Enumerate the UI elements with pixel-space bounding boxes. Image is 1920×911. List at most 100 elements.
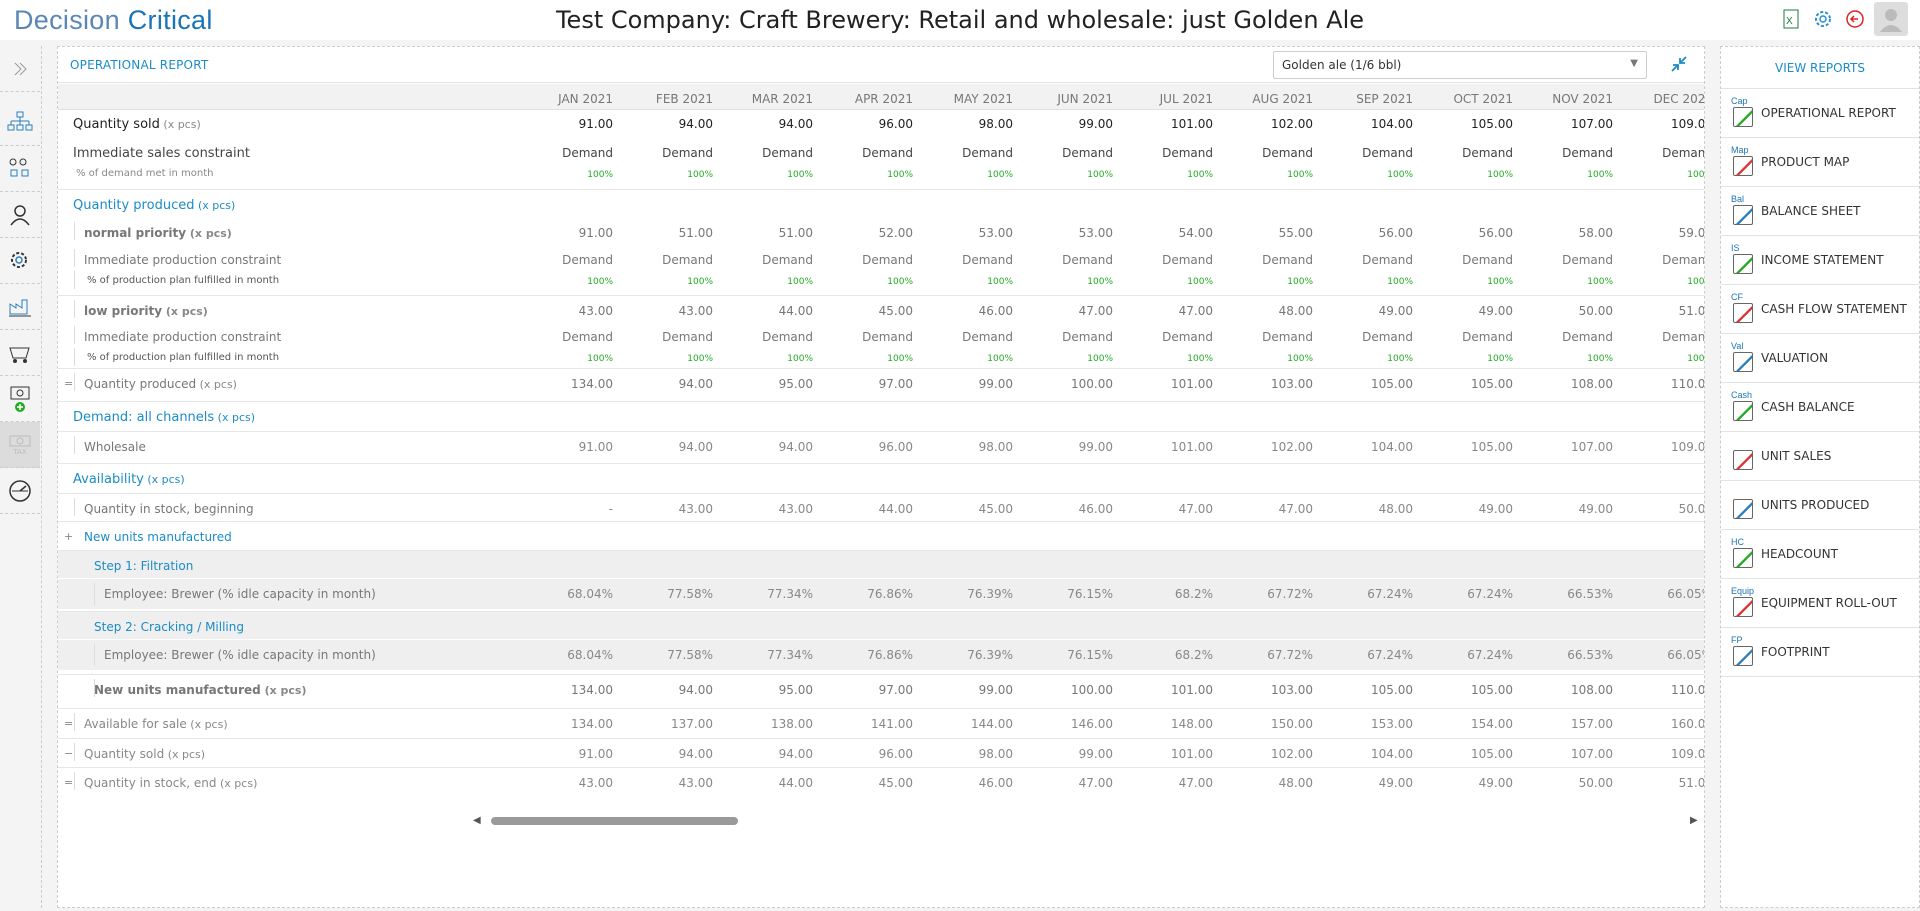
month-header: FEB 2021 [655,92,713,106]
indent-line [94,644,95,666]
cell-value: 56.00 [1378,226,1413,240]
cell-value: 144.00 [971,717,1013,731]
report-row-pct-demand-met: % of demand met in month 100% 100% 100% 100%… [58,160,1704,186]
row-label: Employee: Brewer (% idle capacity in mon… [104,587,376,601]
product-select[interactable]: Golden ale (1/6 bbl) ▼ [1273,51,1647,79]
cell-value: 101.00 [1171,117,1213,131]
cart-icon[interactable] [0,330,40,376]
cell-value: 52.00 [878,226,913,240]
cell-value: Demand [562,253,613,267]
cell-value: 100% [1387,354,1413,364]
row-label: Available for sale (x pcs) [84,717,228,731]
row-label[interactable]: Demand: all channels (x pcs) [73,410,255,425]
row-label[interactable]: Quantity produced (x pcs) [73,198,235,213]
report-row-pct-plan-1: % of production plan fulfilled in month 1… [58,267,1704,293]
cell-value: 58.00 [1578,226,1613,240]
cell-value: 103.00 [1271,683,1313,697]
scroll-right-icon[interactable]: ▶ [1690,815,1698,826]
row-label: normal priority (x pcs) [84,226,232,240]
settings-gear-icon[interactable] [0,238,40,284]
cell-value: 67.24% [1367,587,1413,601]
row-label: Quantity in stock, beginning [84,502,254,516]
report-row-prod-constraint-1: Immediate production constraint Demand Dem… [58,245,1704,271]
row-unit: (x pcs) [162,305,208,318]
cell-value: 76.15% [1067,648,1113,662]
cell-value: 68.2% [1174,648,1213,662]
expand-plus-icon[interactable]: + [64,530,74,543]
cell-value: 68.04% [567,587,613,601]
report-link-units-produced[interactable]: UNITS PRODUCED [1721,481,1919,530]
cell-value: 67.24% [1467,648,1513,662]
operational-report-icon: Cap [1729,96,1755,128]
report-link-equipment-roll-out[interactable]: Equip EQUIPMENT ROLL-OUT [1721,579,1919,628]
cell-value: 105.00 [1371,377,1413,391]
cell-value: Demand [1062,330,1113,344]
report-link-valuation[interactable]: Val VALUATION [1721,334,1919,383]
cell-value: 68.04% [567,648,613,662]
report-header: OPERATIONAL REPORT Golden ale (1/6 bbl) … [58,47,1704,83]
report-row-sales-constraint: Immediate sales constraint Demand Demand De… [58,138,1704,164]
row-label: Immediate sales constraint [73,146,250,161]
icon-tag: Val [1731,341,1744,351]
cell-value: 100% [1187,277,1213,287]
row-label[interactable]: Step 2: Cracking / Milling [94,620,244,634]
user-avatar[interactable] [1874,2,1908,36]
settings-gear-icon[interactable] [1810,2,1836,36]
cell-value: 99.00 [1078,747,1113,761]
row-label-text: % of demand met in month [76,168,214,179]
cell-value: Demand [1362,146,1413,160]
report-link-label: VALUATION [1761,351,1829,365]
row-label: % of demand met in month [76,168,213,179]
cell-value: Demand [1162,146,1213,160]
main-panel: OPERATIONAL REPORT Golden ale (1/6 bbl) … [57,46,1705,908]
org-chart-icon[interactable] [0,100,40,146]
horizontal-scrollbar[interactable]: ◀ ▶ [58,811,1704,831]
cash-add-icon[interactable] [0,376,40,422]
report-link-balance-sheet[interactable]: Bal BALANCE SHEET [1721,187,1919,236]
row-label: Quantity sold (x pcs) [73,117,201,132]
logo[interactable]: Decision Critical [14,5,213,36]
scroll-thumb[interactable] [491,817,738,825]
report-link-cash-balance[interactable]: Cash CASH BALANCE [1721,383,1919,432]
row-label[interactable]: Step 1: Filtration [94,559,193,573]
report-link-footprint[interactable]: FP FOOTPRINT [1721,628,1919,677]
view-reports-title[interactable]: VIEW REPORTS [1721,47,1919,89]
excel-export-icon[interactable]: X [1778,2,1804,36]
report-link-income-statement[interactable]: IS INCOME STATEMENT [1721,236,1919,285]
report-link-headcount[interactable]: HC HEADCOUNT [1721,530,1919,579]
row-label[interactable]: Availability (x pcs) [73,472,185,487]
scroll-left-icon[interactable]: ◀ [473,815,481,826]
cell-value: 76.86% [867,648,913,662]
cell-value: 46.00 [1078,502,1113,516]
report-row-qty-produced-hdr: Quantity produced (x pcs) [58,189,1704,215]
tax-icon[interactable]: TAX [0,422,40,468]
row-label-text: normal priority [84,226,187,240]
report-row-pct-plan-2: % of production plan fulfilled in month 1… [58,344,1704,370]
cell-value: 66.05% [1667,648,1704,662]
workflow-icon[interactable] [0,146,40,192]
cell-value: 100% [1487,170,1513,180]
report-row-normal-priority: normal priority (x pcs) 91.00 51.00 51.00 52… [58,218,1704,244]
cell-value: 100% [1087,170,1113,180]
factory-icon[interactable] [0,284,40,330]
cell-value: 100% [887,354,913,364]
row-label: Quantity in stock, end (x pcs) [84,776,257,790]
report-row-low-priority: low priority (x pcs) 43.00 43.00 44.00 45.00… [58,295,1704,321]
cell-value: 104.00 [1371,117,1413,131]
row-label[interactable]: New units manufactured [84,530,232,544]
report-link-cash-flow-statement[interactable]: CF CASH FLOW STATEMENT [1721,285,1919,334]
collapse-icon[interactable] [1670,55,1688,77]
back-arrow-icon[interactable] [1842,2,1868,36]
cell-value: 98.00 [978,747,1013,761]
report-grid[interactable]: JAN 2021 FEB 2021 MAR 2021 APR 2021 MAY 2021… [58,84,1704,824]
cell-value: 47.00 [1278,502,1313,516]
report-link-operational-report[interactable]: Cap OPERATIONAL REPORT [1721,89,1919,138]
row-label-text: % of production plan fulfilled in month [87,352,280,363]
cell-value: 66.53% [1567,587,1613,601]
report-link-product-map[interactable]: Map PRODUCT MAP [1721,138,1919,187]
report-link-unit-sales[interactable]: UNIT SALES [1721,432,1919,481]
dashboard-gauge-icon[interactable] [0,468,40,514]
expand-icon[interactable] [0,46,40,92]
top-bar: Decision Critical Test Company: Craft Br… [0,0,1920,40]
person-icon[interactable] [0,192,40,238]
